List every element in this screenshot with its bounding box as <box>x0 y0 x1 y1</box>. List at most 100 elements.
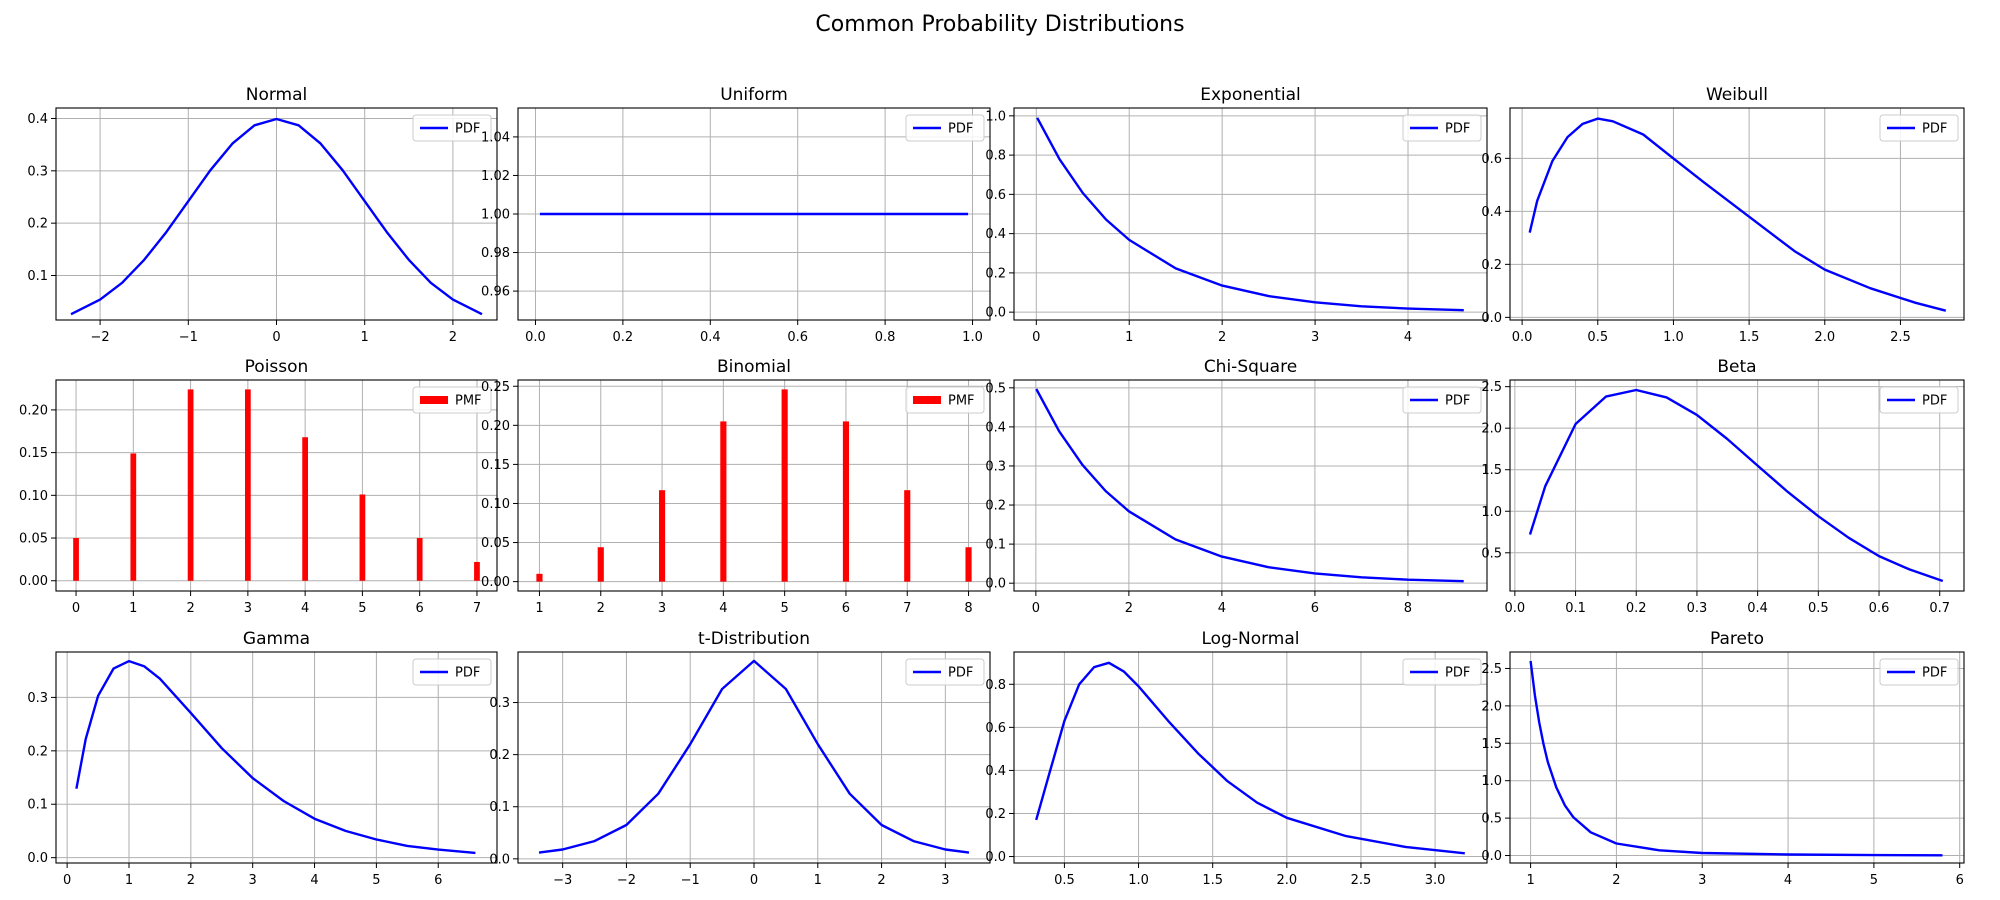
legend-box <box>412 658 492 686</box>
subplot-title: Binomial <box>717 357 791 377</box>
subplot-weibull: Weibull 0.0 0.5 1.0 1.5 2.0 2.5 0.0 0.2 0.4 0.6 PDF <box>1481 85 1965 345</box>
y-tick-label: 0.2 <box>985 807 1006 822</box>
x-tick-label: 6 <box>434 873 442 888</box>
subplot-title: Chi-Square <box>1204 357 1297 377</box>
y-tick-label: 0.3 <box>985 459 1006 474</box>
series-line <box>1528 388 1944 583</box>
subplot-uniform: Uniform 0.0 0.2 0.4 0.6 0.8 1.0 0.96 0.98 1.00 1.0… <box>481 85 991 345</box>
subplot-exponential: Exponential 0 1 2 3 4 0.0 0.2 0.4 0.6 0.8 1.0 PDF <box>985 85 1488 345</box>
x-tick-label: 1 <box>535 601 543 616</box>
axes-frame <box>1509 651 1965 864</box>
y-tick-label: 0.2 <box>985 499 1006 514</box>
y-tick-label: 0.0 <box>27 851 48 866</box>
subplot-title: t-Distribution <box>698 629 810 649</box>
axes-frame <box>1013 651 1488 864</box>
series-line <box>1035 388 1464 583</box>
x-tick-label: 5 <box>358 601 366 616</box>
y-tick-label: 0.0 <box>1481 849 1502 864</box>
subplot-title: Exponential <box>1200 85 1301 105</box>
legend-box <box>412 386 492 414</box>
y-tick-label: 1.5 <box>1481 737 1502 752</box>
x-tick-label: 0.0 <box>525 330 546 345</box>
x-tick-label: 0.0 <box>1505 601 1526 616</box>
bar <box>245 389 251 581</box>
y-tick-label: 0.0 <box>985 577 1006 592</box>
subplot-chi-square: Chi-Square 0 2 4 6 8 0.0 0.1 0.2 0.3 0.4 0.5 PDF <box>985 357 1488 616</box>
x-tick-label: 1 <box>1526 873 1534 888</box>
y-tick-label: 2.5 <box>1481 380 1502 395</box>
legend-label: PMF <box>455 394 482 409</box>
subplot-title: Uniform <box>720 85 788 105</box>
x-tick-label: 0 <box>72 601 80 616</box>
legend-box <box>1879 386 1959 414</box>
bar <box>720 421 727 582</box>
x-tick-label: 0.3 <box>1687 601 1708 616</box>
y-tick-label: 0.0 <box>489 852 510 867</box>
legend-box <box>905 658 985 686</box>
x-tick-label: 0.2 <box>613 330 634 345</box>
legend-box <box>1402 386 1482 414</box>
legend-swatch <box>913 396 941 404</box>
bar <box>781 389 788 582</box>
y-tick-label: 0.15 <box>481 458 510 473</box>
bar <box>416 538 423 581</box>
x-tick-label: 0.4 <box>700 330 721 345</box>
x-tick-label: 3 <box>1698 873 1706 888</box>
x-tick-label: 2 <box>186 601 194 616</box>
y-tick-label: 0.10 <box>19 489 48 504</box>
x-tick-label: 5 <box>1870 873 1878 888</box>
x-tick-label: 5 <box>372 873 380 888</box>
y-tick-label: 0.1 <box>27 269 48 284</box>
x-tick-label: 2 <box>1218 330 1226 345</box>
x-tick-label: 0 <box>272 330 280 345</box>
y-tick-label: 0.6 <box>985 188 1006 203</box>
x-tick-label: 0.0 <box>1512 330 1533 345</box>
subplot-title: Gamma <box>243 629 310 649</box>
y-tick-label: 0.3 <box>27 164 48 179</box>
x-tick-label: 7 <box>473 601 481 616</box>
bar <box>536 573 543 582</box>
x-tick-label: 0 <box>63 873 71 888</box>
y-tick-label: 0.3 <box>489 696 510 711</box>
bar <box>597 547 604 582</box>
bar <box>187 389 194 581</box>
subplot-pareto: Pareto 1 2 3 4 5 6 0.0 0.5 1.0 1.5 2.0 2.5 PDF <box>1481 629 1965 888</box>
y-tick-label: 0.05 <box>481 536 510 551</box>
x-tick-label: 3 <box>1311 330 1319 345</box>
legend-label: PDF <box>948 122 973 137</box>
legend-box <box>1879 658 1959 686</box>
x-tick-label: 1 <box>129 601 137 616</box>
subplot-title: Beta <box>1717 357 1756 377</box>
y-tick-label: 2.5 <box>1481 662 1502 677</box>
x-tick-label: 4 <box>301 601 309 616</box>
x-tick-label: 1 <box>1125 330 1133 345</box>
y-tick-label: 0.6 <box>1481 152 1502 167</box>
bar <box>904 490 911 582</box>
legend-label: PDF <box>1445 122 1470 137</box>
y-tick-label: 0.1 <box>27 798 48 813</box>
y-tick-label: 0.5 <box>1481 812 1502 827</box>
subplot-title: Pareto <box>1710 629 1764 649</box>
subplot-normal: Normal −2 −1 0 1 2 0.1 0.2 0.3 0.4 PDF <box>27 85 498 345</box>
subplot-t-distribution: t-Distribution −3 −2 −1 0 1 2 3 0.0 0.1 0.2 0.3 PDF <box>489 629 991 888</box>
x-tick-label: 1.0 <box>1663 330 1684 345</box>
axes-frame <box>55 651 498 864</box>
x-tick-label: 2 <box>877 873 885 888</box>
legend-label: PDF <box>455 122 480 137</box>
x-tick-label: 3 <box>658 601 666 616</box>
x-tick-label: 1 <box>814 873 822 888</box>
x-tick-label: 2.5 <box>1351 873 1372 888</box>
x-tick-label: 1 <box>361 330 369 345</box>
x-tick-label: 4 <box>719 601 727 616</box>
subplot-binomial: Binomial 1 2 3 4 5 6 7 8 0.00 0.05 0.10 0.15 0.20 0.25… <box>481 357 991 616</box>
x-tick-label: 4 <box>1784 873 1792 888</box>
y-tick-label: 0.0 <box>985 306 1006 321</box>
bar <box>842 421 850 582</box>
legend-box <box>1402 114 1482 142</box>
y-tick-label: 0.1 <box>985 538 1006 553</box>
y-tick-label: 0.15 <box>19 446 48 461</box>
bar <box>130 453 137 581</box>
y-tick-label: 0.2 <box>27 217 48 232</box>
series-line <box>538 659 970 854</box>
